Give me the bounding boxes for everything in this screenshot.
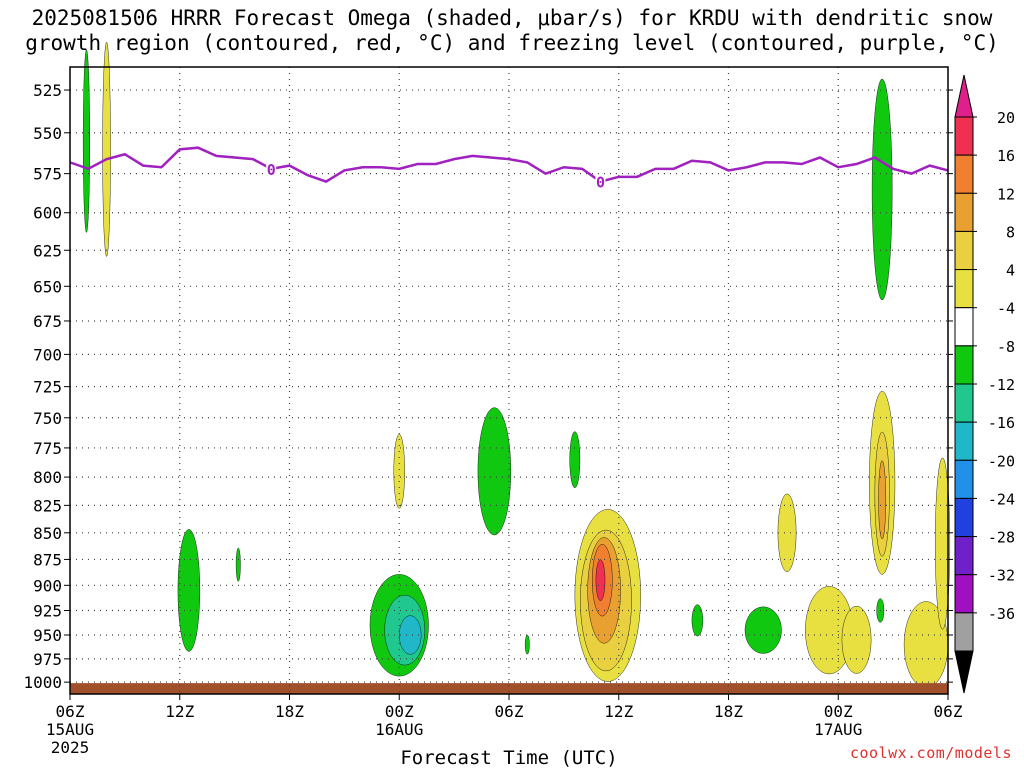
y-tick-label: 525 [33,81,62,100]
omega-region-15 [595,559,606,601]
y-tick-label: 950 [33,626,62,645]
y-tick-label: 575 [33,165,62,184]
omega-region-21 [871,78,893,301]
omega-region-10 [569,431,581,488]
plot-frame [69,66,949,695]
y-tick-label: 875 [33,550,62,569]
y-tick-label: 800 [33,468,62,487]
omega-shading-layer [82,42,951,688]
x-tick-label: 12Z [604,702,633,721]
colorbar-label: -28 [988,529,1015,547]
colorbar-label: -20 [988,452,1015,470]
x-tick-label: 00Z [824,702,853,721]
colorbar-swatch-7 [954,383,974,423]
colorbar-swatch-5 [954,307,974,347]
colorbar: 20 16 12 8 4 -4 -8 -12 -16 -20 -24 -28 -32 -36 [954,74,1015,694]
y-tick-label: 925 [33,601,62,620]
colorbar-swatch-9 [954,459,974,499]
chart-title: 2025081506 HRRR Forecast Omega (shaded, … [0,6,1024,56]
y-tick-label: 825 [33,496,62,515]
omega-region-27 [934,457,951,630]
omega-region-16 [691,604,704,637]
omega-region-3 [235,547,241,582]
colorbar-swatch-1 [954,154,974,194]
colorbar-label: 8 [1006,223,1015,241]
colorbar-label: -36 [988,605,1015,623]
omega-region-7 [393,434,405,509]
colorbar-swatch-3 [954,230,974,271]
colorbar-label: -16 [988,414,1015,432]
omega-region-1 [102,42,111,257]
title-line-2: growth region (contoured, red, °C) and f… [25,31,999,55]
colorbar-swatch-2 [954,192,974,232]
title-line-1: 2025081506 HRRR Forecast Omega (shaded, … [31,6,993,30]
colorbar-top-arrow [954,74,974,118]
colorbar-label: -32 [988,567,1015,585]
colorbar-label: -24 [988,490,1015,508]
x-tick-date: 17AUG [814,720,862,739]
x-tick-label: 00Z [385,702,414,721]
colorbar-label: -12 [988,376,1015,394]
colorbar-label: 12 [997,185,1015,203]
y-tick-label: 775 [33,439,62,458]
y-tick-label: 700 [33,345,62,364]
colorbar-swatch-0 [954,116,974,156]
colorbar-label: 16 [997,147,1015,165]
omega-region-20 [841,605,872,674]
colorbar-label: 20 [997,109,1015,127]
colorbar-label: -8 [997,338,1015,356]
surface-band [70,683,948,694]
y-tick-label: 975 [33,650,62,669]
x-tick-date: 16AUG [375,720,423,739]
axes-layer: 525 550 575 600 625 650 675 700 725 750 775 800 825 8… [23,66,963,768]
colorbar-bottom-arrow [954,650,974,694]
x-tick-date: 15AUG [46,720,94,739]
colorbar-swatch-6 [954,345,974,385]
y-tick-label: 650 [33,277,62,296]
x-tick-label: 18Z [714,702,743,721]
y-tick-label: 850 [33,524,62,543]
x-axis-label: Forecast Time (UTC) [400,747,617,768]
omega-region-9 [524,634,530,655]
colorbar-swatch-12 [954,574,974,614]
x-tick-label: 12Z [165,702,194,721]
freezing-level-label: 0 [267,161,276,179]
watermark: coolwx.com/models [849,744,1012,762]
y-tick-label: 725 [33,378,62,397]
omega-region-17 [744,606,782,654]
omega-region-24 [878,460,887,540]
x-tick-year: 2025 [51,738,90,757]
y-tick-label: 750 [33,409,62,428]
colorbar-label: -4 [997,300,1015,318]
y-tick-label: 675 [33,312,62,331]
grid-layer [70,67,948,694]
freezing-level-layer: 00 [69,146,949,192]
colorbar-swatch-11 [954,536,974,576]
omega-region-0 [82,49,90,233]
x-tick-label: 06Z [495,702,524,721]
colorbar-label: 4 [1006,262,1015,280]
omega-region-2 [177,529,201,652]
y-tick-label: 900 [33,576,62,595]
y-tick-label: 550 [33,124,62,143]
freezing-label-bg [595,174,606,189]
colorbar-swatch-10 [954,497,974,538]
y-tick-label: 625 [33,241,62,260]
x-tick-label: 06Z [934,702,963,721]
colorbar-swatch-13 [954,612,974,652]
colorbar-swatch-4 [954,269,974,309]
omega-region-18 [777,493,797,572]
omega-region-6 [399,615,422,655]
surface-band-layer [70,683,948,694]
x-tick-label: 06Z [56,702,85,721]
freezing-label-bg [266,161,277,176]
colorbar-swatch-8 [954,421,974,461]
y-tick-label: 600 [33,204,62,223]
freezing-level-label: 0 [596,174,605,192]
omega-region-8 [477,407,512,536]
freezing-level-line [69,146,949,183]
x-tick-label: 18Z [275,702,304,721]
y-tick-label: 1000 [23,673,62,692]
